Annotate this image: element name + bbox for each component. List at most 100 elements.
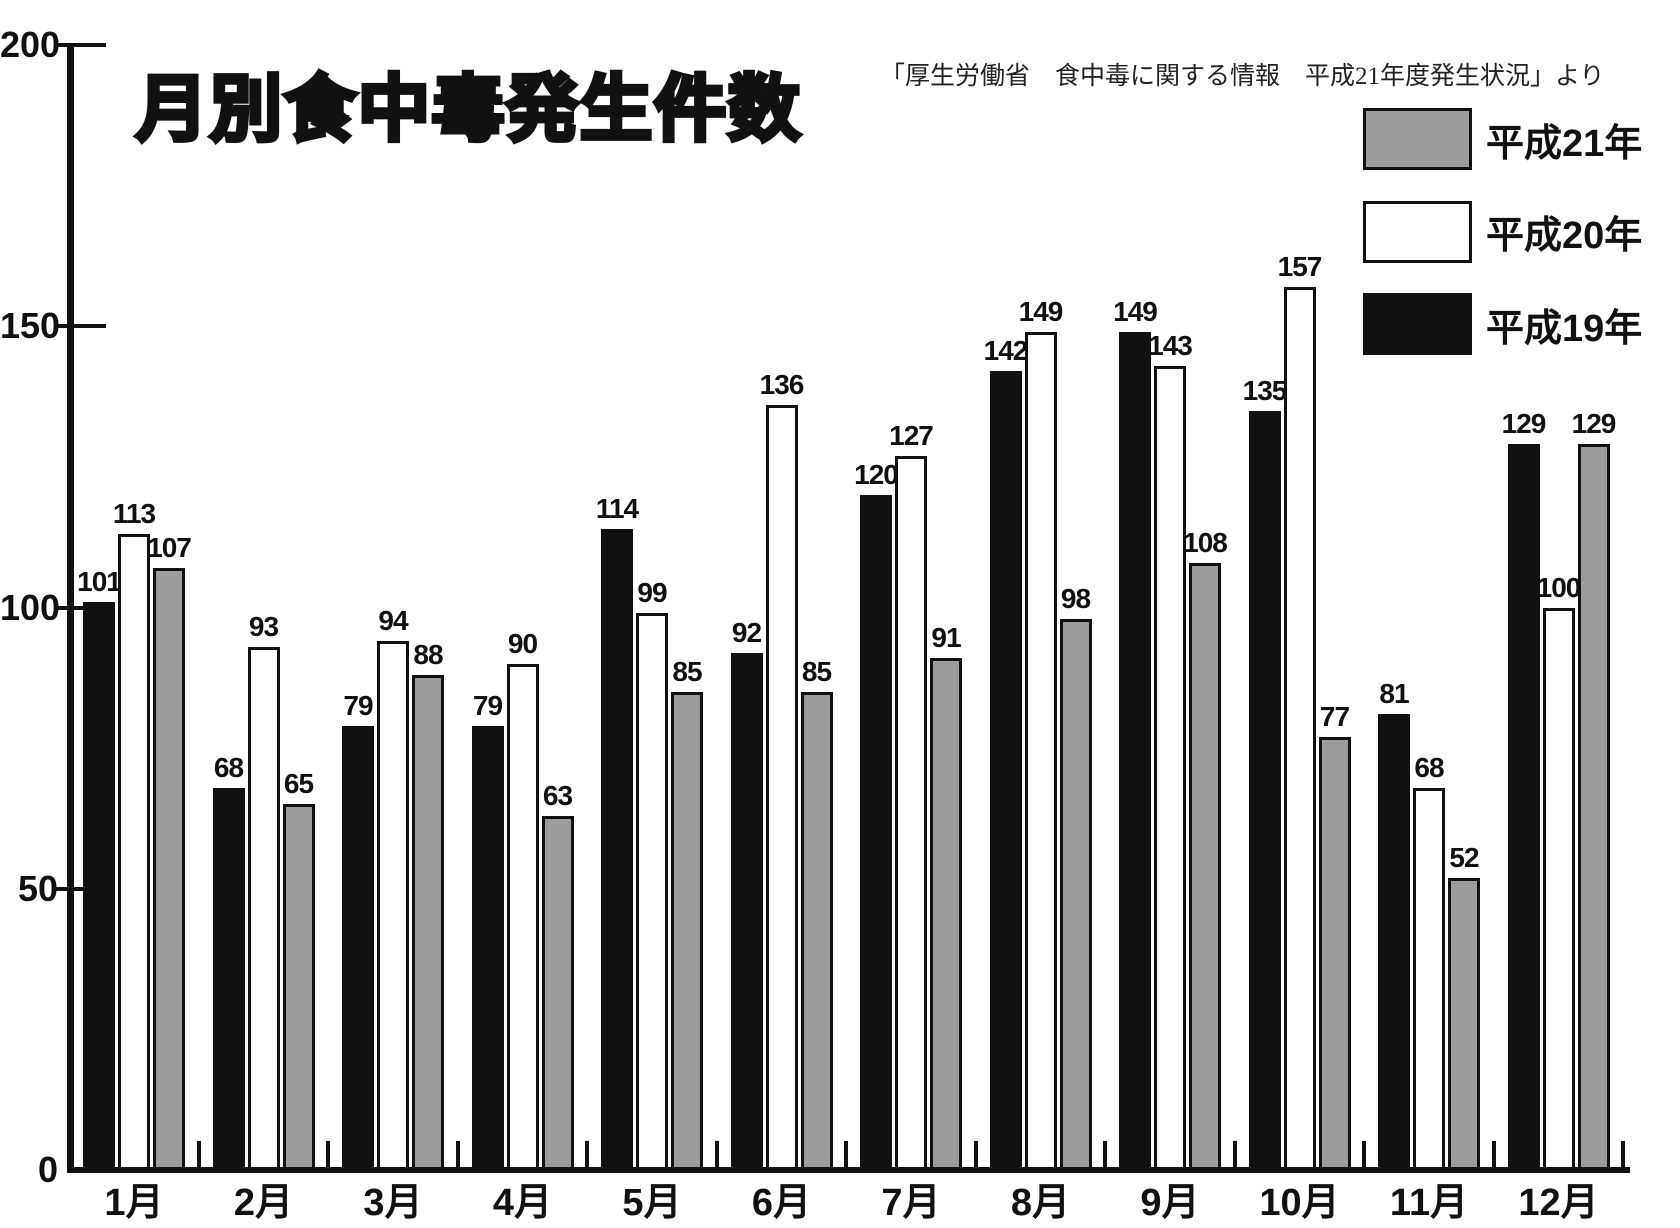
bar-平成19年-4月 <box>471 725 504 1170</box>
bar-平成19年-9月 <box>1119 331 1151 1170</box>
bar-平成20年-6月 <box>765 405 798 1170</box>
x-axis-label-8月: 8月 <box>1010 1182 1071 1224</box>
bar-平成19年-6月 <box>730 652 763 1170</box>
legend-item-平成19年: 平成19年 <box>1363 293 1642 355</box>
bar-平成21年-11月 <box>1448 877 1480 1170</box>
bar-平成20年-12月 <box>1542 607 1575 1170</box>
bar-value-label: 81 <box>1379 678 1409 710</box>
bar-平成20年-1月 <box>118 534 150 1170</box>
x-axis-tick <box>585 1141 590 1168</box>
bar-平成20年-4月 <box>506 663 539 1170</box>
bar-平成19年-10月 <box>1248 410 1281 1170</box>
bar-value-label: 120 <box>854 459 899 490</box>
y-tick-label: 0 <box>37 1149 58 1190</box>
x-axis-tick <box>1491 1141 1496 1168</box>
x-axis-label-5月: 5月 <box>622 1182 682 1224</box>
y-tick-mark <box>56 886 106 891</box>
bar-平成21年-2月 <box>282 804 315 1170</box>
y-tick-mark <box>56 43 106 47</box>
legend-label: 平成19年 <box>1486 307 1643 350</box>
bar-value-label: 108 <box>1183 526 1228 558</box>
chart-title: 月別食中毒発生件数 <box>134 65 803 154</box>
bar-value-label: 77 <box>1319 700 1350 732</box>
bar-平成19年-2月 <box>212 787 245 1170</box>
bar-平成19年-7月 <box>860 495 892 1170</box>
bar-平成21年-12月 <box>1577 444 1610 1170</box>
bar-平成21年-6月 <box>800 691 833 1170</box>
bar-value-label: 100 <box>1536 571 1582 603</box>
bar-value-label: 143 <box>1148 329 1193 361</box>
bar-平成21年-10月 <box>1318 736 1351 1170</box>
bar-value-label: 90 <box>507 627 538 659</box>
bar-平成19年-5月 <box>601 528 633 1170</box>
bar-平成19年-8月 <box>989 371 1022 1170</box>
x-axis-label-4月: 4月 <box>492 1182 553 1224</box>
x-axis-tick <box>1103 1141 1108 1168</box>
bar-value-label: 52 <box>1449 841 1479 873</box>
bar-value-label: 93 <box>248 610 279 642</box>
x-axis-label-12月: 12月 <box>1518 1182 1599 1224</box>
x-axis-label-10月: 10月 <box>1259 1182 1340 1224</box>
bar-平成21年-9月 <box>1189 562 1221 1170</box>
bar-平成20年-10月 <box>1283 286 1316 1170</box>
bar-平成20年-2月 <box>247 646 280 1170</box>
bar-平成19年-3月 <box>342 725 374 1170</box>
bar-value-label: 107 <box>147 532 192 564</box>
bar-平成21年-7月 <box>930 658 962 1170</box>
x-axis <box>67 1167 1630 1173</box>
x-axis-label-2月: 2月 <box>233 1182 294 1224</box>
bar-value-label: 157 <box>1277 250 1323 282</box>
legend-label: 平成20年 <box>1486 215 1643 257</box>
bar-平成20年-8月 <box>1024 331 1057 1170</box>
x-axis-label-6月: 6月 <box>751 1182 812 1224</box>
bar-value-label: 79 <box>472 689 503 721</box>
bar-平成20年-5月 <box>636 613 668 1170</box>
bar-value-label: 88 <box>413 639 443 670</box>
y-tick-label: 50 <box>17 867 58 909</box>
bar-平成20年-11月 <box>1413 787 1445 1170</box>
x-axis-tick <box>844 1141 849 1168</box>
bar-value-label: 68 <box>1414 751 1444 783</box>
x-axis-tick <box>196 1141 201 1168</box>
x-axis-label-7月: 7月 <box>881 1182 941 1224</box>
x-axis-tick <box>714 1141 719 1168</box>
y-tick-mark <box>56 324 106 329</box>
legend-swatch-平成21年 <box>1363 108 1472 170</box>
x-axis-tick <box>1232 1141 1237 1168</box>
bar-value-label: 101 <box>77 565 122 597</box>
bar-平成19年-1月 <box>83 601 115 1170</box>
bar-平成21年-4月 <box>541 815 574 1170</box>
y-tick-label: 100 <box>0 586 61 628</box>
bar-value-label: 98 <box>1060 582 1091 614</box>
bar-value-label: 85 <box>801 655 832 687</box>
y-tick-label: 150 <box>0 305 61 347</box>
x-axis-tick <box>1621 1141 1626 1168</box>
bar-value-label: 85 <box>672 655 702 687</box>
x-axis-label-1月: 1月 <box>104 1182 164 1224</box>
x-axis-tick <box>455 1141 460 1168</box>
bar-平成21年-3月 <box>412 675 444 1170</box>
bar-value-label: 79 <box>343 689 373 721</box>
bar-平成20年-9月 <box>1154 365 1186 1170</box>
source-attribution: 「厚生労働省 食中毒に関する情報 平成21年度発生状況」より <box>880 63 1605 90</box>
x-axis-tick <box>973 1141 978 1168</box>
x-axis-tick <box>1362 1141 1367 1168</box>
bar-value-label: 114 <box>595 492 639 524</box>
bar-value-label: 149 <box>1018 295 1064 327</box>
bar-value-label: 149 <box>1113 295 1158 327</box>
bar-value-label: 68 <box>213 751 244 783</box>
bar-平成19年-11月 <box>1378 714 1410 1170</box>
y-tick-mark <box>56 605 106 610</box>
bar-value-label: 94 <box>378 605 408 637</box>
x-axis-tick <box>326 1141 331 1168</box>
legend-swatch-平成20年 <box>1363 200 1472 263</box>
bar-平成21年-5月 <box>671 691 703 1170</box>
legend-label: 平成21年 <box>1486 122 1643 165</box>
x-axis-label-11月: 11月 <box>1389 1182 1469 1224</box>
legend-item-平成21年: 平成21年 <box>1363 108 1642 170</box>
bar-value-label: 99 <box>637 577 667 609</box>
y-tick-label: 200 <box>0 24 61 65</box>
bar-value-label: 142 <box>983 335 1029 367</box>
bar-value-label: 129 <box>1501 408 1547 440</box>
